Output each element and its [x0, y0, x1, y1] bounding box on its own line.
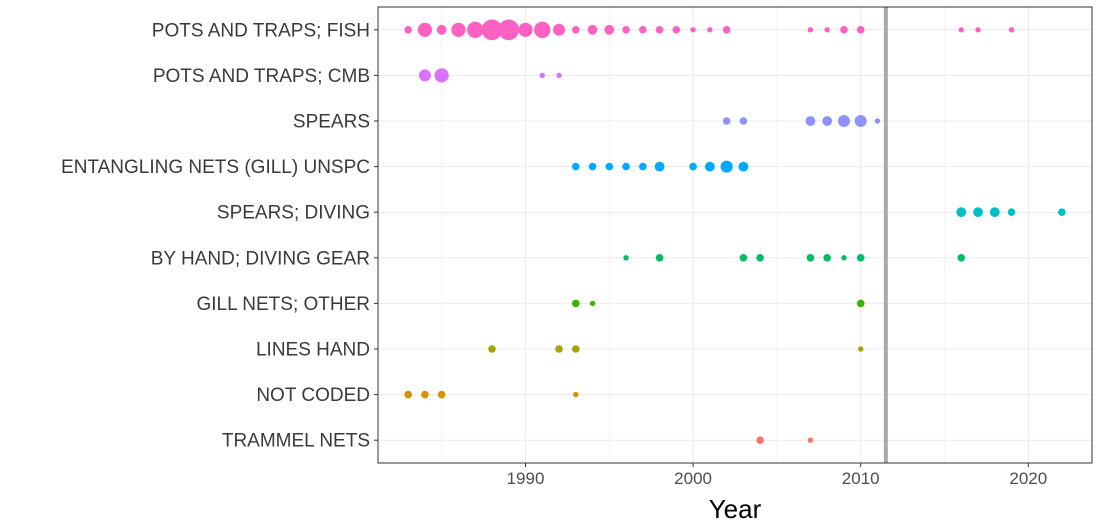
data-point: [823, 253, 831, 262]
data-point: [856, 26, 865, 34]
x-tick-label: 2000: [674, 469, 712, 488]
data-point: [858, 346, 864, 352]
data-point: [571, 162, 580, 171]
data-point: [958, 27, 964, 33]
x-tick-label: 2010: [842, 469, 880, 488]
data-point: [604, 24, 615, 35]
data-point: [805, 116, 816, 126]
data-point: [957, 253, 966, 262]
data-point: [722, 26, 731, 34]
data-point: [555, 345, 563, 353]
data-point: [498, 19, 520, 41]
data-point: [739, 253, 748, 262]
data-point: [690, 27, 696, 33]
x-axis-title: Year: [709, 494, 762, 524]
data-point: [738, 161, 749, 172]
data-point: [639, 162, 647, 171]
data-point: [534, 21, 551, 38]
data-point: [622, 26, 630, 34]
data-point: [822, 116, 833, 126]
data-point: [417, 22, 433, 37]
data-point: [418, 69, 431, 82]
data-point: [623, 255, 629, 261]
data-point: [404, 26, 412, 34]
data-point: [739, 117, 748, 125]
x-axis: 1990 2000 2010 2020: [507, 463, 1047, 488]
y-tick-label: LINES HAND: [256, 340, 370, 361]
data-point: [605, 162, 614, 171]
data-point: [840, 26, 848, 34]
data-point: [856, 299, 865, 308]
data-point: [571, 26, 580, 34]
data-point: [589, 300, 596, 307]
x-tick-label: 2020: [1009, 469, 1047, 488]
data-point: [824, 27, 830, 33]
data-point: [989, 207, 1000, 218]
data-point: [588, 162, 597, 171]
y-tick-label: SPEARS: [293, 112, 370, 133]
data-points: [404, 19, 1066, 445]
data-point: [481, 19, 503, 41]
data-point: [587, 24, 598, 35]
data-point: [639, 26, 647, 34]
data-point: [556, 72, 562, 79]
data-point: [720, 160, 733, 173]
data-point: [518, 22, 533, 37]
data-point: [837, 115, 850, 127]
y-tick-label: NOT CODED: [256, 385, 370, 406]
data-point: [488, 345, 496, 353]
data-point: [467, 21, 484, 38]
data-point: [806, 253, 815, 262]
y-tick-label: POTS AND TRAPS; FISH: [152, 20, 370, 41]
y-tick-label: TRAMMEL NETS: [222, 431, 370, 452]
data-point: [874, 118, 881, 124]
y-axis: POTS AND TRAPS; FISH POTS AND TRAPS; CMB S…: [61, 20, 378, 452]
y-tick-label: SPEARS; DIVING: [217, 203, 370, 224]
data-point: [975, 27, 981, 33]
data-point: [807, 27, 814, 33]
data-point: [571, 345, 580, 353]
data-point: [573, 391, 579, 398]
data-point: [571, 299, 580, 308]
data-point: [756, 436, 764, 445]
data-point: [756, 253, 764, 262]
data-point: [451, 22, 466, 37]
data-point: [1007, 208, 1016, 216]
data-point: [956, 207, 967, 218]
data-point: [655, 253, 664, 262]
data-point: [553, 23, 566, 36]
data-point: [807, 437, 814, 443]
data-point: [434, 68, 449, 83]
data-point: [856, 253, 865, 262]
data-point: [707, 27, 713, 33]
data-point: [654, 161, 665, 172]
y-tick-label: GILL NETS; OTHER: [197, 294, 371, 315]
data-point: [436, 24, 447, 35]
data-point: [437, 390, 446, 399]
data-point: [404, 390, 412, 399]
data-point: [722, 117, 731, 125]
data-point: [689, 162, 697, 171]
plot-panel-border: [377, 6, 1093, 464]
data-point: [1058, 208, 1066, 216]
data-point: [854, 115, 867, 127]
y-tick-label: POTS AND TRAPS; CMB: [153, 66, 370, 87]
y-tick-label: BY HAND; DIVING GEAR: [151, 248, 370, 269]
data-point: [841, 255, 847, 261]
data-point: [655, 26, 664, 34]
data-point: [973, 207, 983, 218]
data-point: [421, 390, 429, 399]
grid-lines: [378, 7, 1092, 463]
data-point: [622, 162, 630, 171]
x-tick-label: 1990: [507, 469, 545, 488]
data-point: [672, 26, 681, 34]
data-point: [1008, 27, 1015, 33]
data-point: [704, 161, 715, 172]
data-point: [539, 72, 545, 79]
y-tick-label: ENTANGLING NETS (GILL) UNSPC: [61, 157, 370, 178]
